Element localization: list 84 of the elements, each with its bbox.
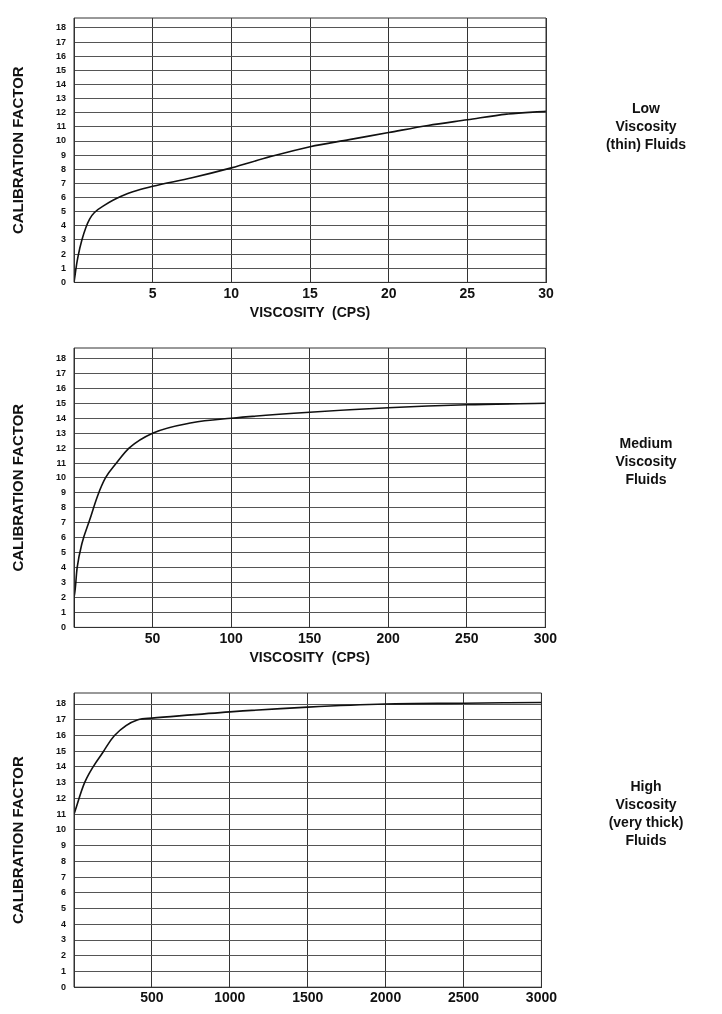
y-tick-label: 13 [56, 93, 67, 104]
y-tick-label: 6 [61, 192, 67, 203]
x-tick-label: 1000 [214, 989, 246, 1006]
y-tick-label: 10 [56, 472, 67, 483]
x-tick-label: 25 [459, 284, 476, 301]
x-tick-label: 2500 [447, 989, 480, 1006]
y-tick-label: 9 [61, 487, 67, 498]
y-axis-title: CALIBRATION FACTOR [9, 756, 27, 924]
x-tick-label: 5 [148, 284, 157, 301]
y-tick-label: 1 [61, 606, 67, 617]
x-axis-title: VISCOSITY (CPS) [249, 649, 370, 666]
y-tick-label: 15 [56, 397, 67, 408]
y-tick-label: 10 [56, 824, 67, 835]
y-tick-label: 5 [61, 206, 67, 217]
x-tick-label: 250 [455, 629, 479, 646]
y-tick-label: 2 [61, 950, 67, 961]
x-tick-label: 15 [302, 284, 318, 301]
y-tick-label: 14 [56, 412, 67, 423]
y-tick-label: 1 [61, 965, 67, 976]
y-tick-label: 18 [56, 352, 67, 363]
text: High Viscosity (very thick) Fluids [607, 776, 685, 849]
y-tick-label: 15 [56, 745, 67, 756]
y-tick-label: 11 [56, 457, 67, 468]
y-tick-label: 7 [61, 177, 67, 188]
y-tick-label: 0 [61, 981, 67, 992]
x-tick-label: 2000 [370, 989, 402, 1006]
y-tick-label: 2 [61, 592, 67, 602]
y-tick-label: 8 [61, 502, 67, 513]
x-tick-label: 30 [538, 284, 554, 301]
y-tick-label: 11 [56, 808, 67, 819]
x-tick-label: 10 [223, 284, 240, 301]
y-tick-label: 17 [56, 367, 67, 378]
x-tick-label: 300 [533, 629, 558, 646]
text: Medium Viscosity Fluids [614, 433, 678, 488]
x-tick-label: 1500 [292, 989, 324, 1006]
y-tick-label: 8 [61, 163, 67, 174]
x-tick-label: 500 [140, 989, 164, 1006]
y-tick-label: 16 [56, 50, 67, 61]
y-tick-label: 8 [61, 855, 67, 866]
y-tick-label: 0 [61, 621, 67, 632]
y-tick-label: 18 [56, 698, 67, 709]
y-axis-title: CALIBRATION FACTOR [9, 66, 27, 235]
y-tick-label: 3 [61, 234, 67, 245]
y-tick-label: 14 [56, 761, 67, 772]
y-tick-label: 7 [61, 517, 67, 528]
y-tick-label: 12 [56, 792, 67, 803]
y-tick-label: 12 [56, 107, 67, 118]
line-series [74, 701, 542, 815]
y-tick-label: 14 [56, 78, 67, 89]
y-tick-label: 9 [61, 149, 67, 160]
y-tick-label: 13 [56, 777, 67, 788]
y-tick-label: 12 [56, 442, 67, 453]
y-tick-label: 4 [61, 918, 67, 929]
y-axis-title: CALIBRATION FACTOR [9, 403, 27, 572]
y-tick-label: 15 [56, 64, 67, 75]
y-tick-label: 7 [61, 871, 67, 882]
y-tick-label: 4 [61, 562, 67, 573]
y-tick-label: 5 [61, 903, 67, 914]
y-tick-label: 3 [61, 934, 67, 945]
y-tick-label: 1 [61, 262, 67, 273]
y-tick-label: 6 [61, 887, 67, 898]
x-tick-label: 20 [380, 284, 397, 301]
x-tick-label: 3000 [525, 989, 558, 1006]
y-tick-label: 17 [56, 714, 67, 725]
x-tick-label: 150 [297, 629, 322, 646]
y-tick-label: 0 [61, 276, 67, 287]
y-tick-label: 3 [61, 577, 67, 588]
y-tick-label: 16 [56, 729, 67, 740]
x-axis-title: VISCOSITY (CPS) [249, 304, 371, 321]
y-tick-label: 9 [61, 840, 67, 851]
y-tick-label: 2 [61, 248, 67, 259]
y-tick-label: 13 [56, 427, 67, 438]
text: Low Viscosity (thin) Fluids [604, 99, 688, 153]
y-tick-label: 17 [56, 36, 67, 47]
y-tick-label: 10 [56, 135, 67, 146]
y-tick-label: 16 [56, 382, 67, 393]
y-tick-label: 18 [56, 22, 67, 33]
y-tick-label: 5 [61, 547, 67, 558]
y-tick-label: 6 [61, 532, 67, 543]
x-tick-label: 50 [144, 629, 161, 646]
x-tick-label: 100 [219, 629, 244, 646]
x-tick-label: 200 [376, 629, 401, 646]
y-tick-label: 4 [61, 220, 67, 231]
y-tick-label: 11 [56, 121, 67, 132]
